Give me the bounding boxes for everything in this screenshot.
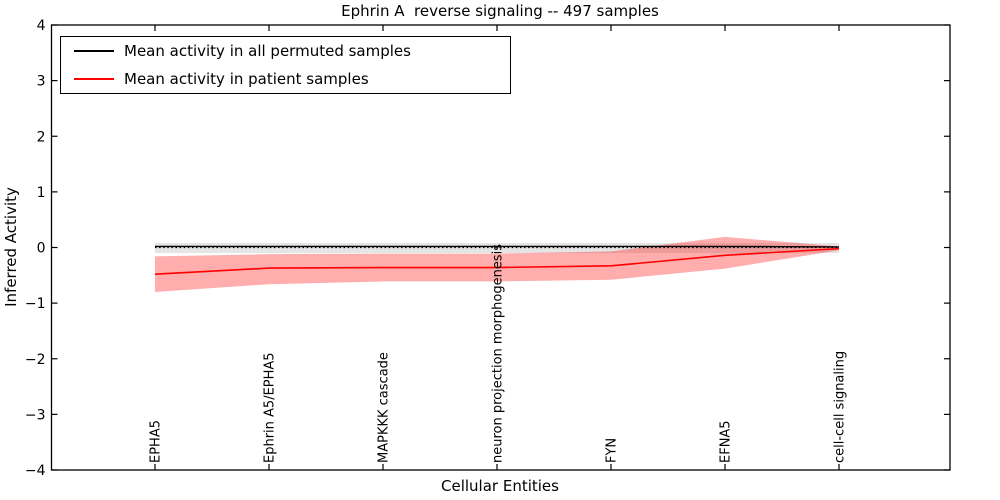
y-tick-label: 0 (37, 241, 46, 257)
legend-label-permuted: Mean activity in all permuted samples (124, 42, 411, 60)
x-tick-label: cell-cell signaling (833, 351, 848, 463)
legend-label-patient: Mean activity in patient samples (124, 70, 369, 88)
y-tick-label: 1 (37, 185, 46, 201)
legend-line-patient-icon (74, 78, 114, 80)
legend: Mean activity in all permuted samples Me… (60, 36, 511, 94)
y-tick-label: 2 (37, 129, 46, 145)
x-axis-label: Cellular Entities (441, 477, 559, 495)
mean-line-patient (154, 247, 840, 275)
confidence-band-permuted (155, 243, 839, 254)
y-tick-label: −3 (25, 407, 46, 423)
mean-line-permuted (155, 245, 840, 248)
x-tick-label: EPHA5 (149, 420, 164, 463)
y-axis-label: Inferred Activity (2, 187, 20, 307)
confidence-band-patient (155, 236, 839, 292)
x-tick-label: FYN (605, 438, 620, 463)
x-tick-label: Ephrin A5/EPHA5 (263, 352, 278, 463)
x-tick-label: neuron projection morphogenesis (491, 244, 506, 463)
y-tick-label: 4 (37, 18, 46, 34)
x-tick-label: MAPKKK cascade (377, 352, 392, 463)
x-tick-label: EFNA5 (719, 420, 734, 463)
legend-item-patient: Mean activity in patient samples (61, 65, 510, 93)
chart-title: Ephrin A reverse signaling -- 497 sample… (341, 2, 659, 20)
y-tick-label: −2 (25, 352, 46, 368)
y-tick-label: −4 (25, 463, 46, 479)
legend-item-permuted: Mean activity in all permuted samples (61, 37, 510, 65)
y-tick-label: 3 (37, 74, 46, 90)
legend-line-permuted-icon (74, 50, 114, 52)
y-tick-label: −1 (25, 296, 46, 312)
